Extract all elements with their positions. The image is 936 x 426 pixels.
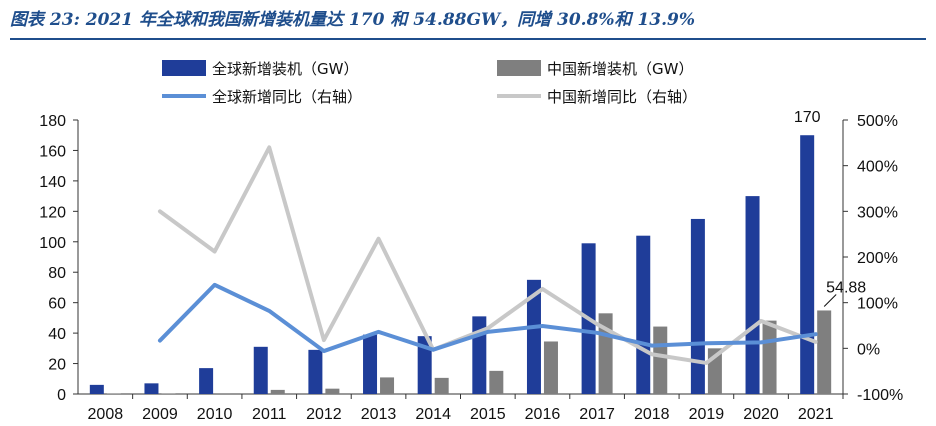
china-installation-bar <box>270 389 285 394</box>
global-installation-bar <box>199 368 214 394</box>
right-tick-label: 0% <box>857 341 880 358</box>
china-installation-bar <box>817 310 832 394</box>
left-tick-label: 40 <box>48 326 66 343</box>
legend-global-installation-swatch <box>162 60 206 76</box>
china-installation-bar <box>216 393 231 394</box>
x-tick-label: 2014 <box>415 406 451 423</box>
right-tick-label: 300% <box>857 204 898 221</box>
left-tick-label: 80 <box>48 265 66 282</box>
left-tick-label: 100 <box>39 235 66 252</box>
china-yoy-line <box>157 145 818 365</box>
legend-china-installation-label: 中国新增装机（GW） <box>547 60 693 78</box>
left-tick-label: 120 <box>39 204 66 221</box>
china-installation-bar <box>653 326 668 394</box>
china-2021-value-label: 54.88 <box>826 279 866 296</box>
china-installation-bar <box>762 320 777 394</box>
global-installation-bar <box>253 346 268 394</box>
x-tick-label: 2008 <box>88 406 124 423</box>
figure-title: 图表 23: 2021 年全球和我国新增装机量达 170 和 54.88GW，同… <box>10 10 696 30</box>
bars <box>89 135 832 394</box>
global-installation-bar <box>144 383 159 394</box>
x-tick-label: 2016 <box>525 406 561 423</box>
data-labels: 170 54.88 <box>794 109 866 307</box>
x-tick-label: 2010 <box>197 406 233 423</box>
x-tick-label: 2011 <box>252 406 287 423</box>
x-tick-label: 2020 <box>743 406 779 423</box>
x-tick-label: 2017 <box>579 406 615 423</box>
legend-global-installation-label: 全球新增装机（GW） <box>212 60 358 78</box>
china-installation-bar <box>489 370 504 394</box>
global-installation-bar <box>308 349 323 394</box>
global-installation-bar <box>363 334 378 394</box>
global-installation-bar <box>636 235 651 394</box>
left-tick-label: 0 <box>57 387 66 404</box>
axes: 0 20 40 60 80 100 120 140 160 180 -100% 0% 100% 200% 3… <box>39 113 903 423</box>
china-installation-bar <box>543 341 558 394</box>
x-tick-label: 2015 <box>470 406 506 423</box>
left-tick-label: 160 <box>39 143 66 160</box>
china-2021-leader-line <box>823 294 837 307</box>
global-2021-value-label: 170 <box>794 109 821 126</box>
left-tick-label: 60 <box>48 296 66 313</box>
global-installation-bar <box>417 336 432 394</box>
x-tick-label: 2018 <box>634 406 670 423</box>
left-tick-label: 180 <box>39 113 66 130</box>
x-tick-label: 2019 <box>689 406 725 423</box>
left-tick-label: 20 <box>48 357 66 374</box>
right-tick-label: 200% <box>857 250 898 267</box>
legend-global-yoy-label: 全球新增同比（右轴） <box>212 88 362 106</box>
lines <box>157 145 818 365</box>
global-installation-bar <box>745 196 760 394</box>
legend-china-yoy-label: 中国新增同比（右轴） <box>547 88 697 106</box>
global-installation-bar <box>526 279 541 394</box>
china-installation-bar <box>380 377 395 394</box>
global-installation-bar <box>690 218 705 394</box>
china-installation-bar <box>434 377 449 394</box>
global-installation-bar <box>800 135 815 394</box>
right-tick-label: 500% <box>857 113 898 130</box>
left-tick-label: 140 <box>39 174 66 191</box>
legend-china-installation-swatch <box>497 60 541 76</box>
x-tick-label: 2021 <box>798 406 834 423</box>
right-tick-label: 100% <box>857 296 898 313</box>
china-installation-bar <box>325 388 340 394</box>
global-installation-bar <box>89 384 104 394</box>
x-tick-label: 2013 <box>361 406 397 423</box>
x-tick-label: 2009 <box>142 406 178 423</box>
global-yoy-line <box>157 282 818 354</box>
x-tick-label: 2012 <box>306 406 342 423</box>
right-tick-label: 400% <box>857 159 898 176</box>
title-rule <box>10 38 926 40</box>
legend: 全球新增装机（GW） 中国新增装机（GW） 全球新增同比（右轴） 中国新增同比（右轴） <box>162 60 697 106</box>
right-tick-label: -100% <box>857 387 903 404</box>
